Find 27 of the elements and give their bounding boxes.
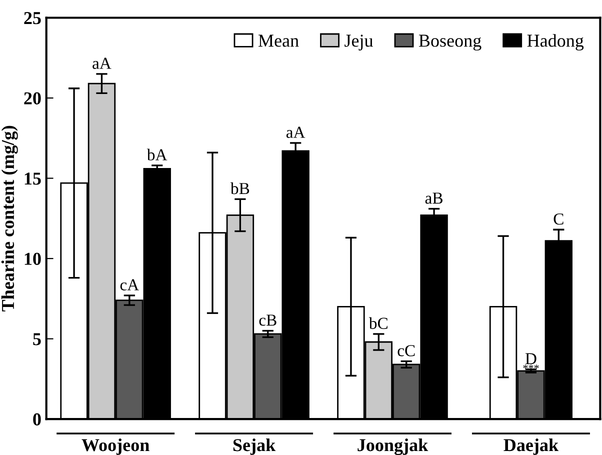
- data-label: aB: [425, 192, 442, 204]
- data-label: aA: [286, 126, 306, 138]
- y-tick-label: 5: [33, 333, 41, 346]
- data-label: cA: [120, 279, 140, 290]
- legend-label: Jeju: [344, 34, 373, 50]
- data-label: cC: [398, 345, 415, 356]
- x-tick-label: Joongjak: [358, 438, 428, 455]
- x-tick-label: Daejak: [504, 438, 559, 455]
- annotation: ***: [523, 364, 539, 369]
- data-label: bB: [230, 182, 250, 194]
- data-label: bC: [368, 317, 388, 329]
- y-tick-label: 25: [24, 12, 41, 24]
- x-tick-label: Woojeon: [82, 438, 150, 455]
- y-tick-label: 10: [24, 252, 41, 265]
- data-label: cB: [259, 314, 276, 326]
- data-label: C: [554, 213, 564, 225]
- data-label: bA: [146, 148, 168, 160]
- y-tick-label: 0: [33, 413, 41, 426]
- y-tick-label: 15: [24, 172, 41, 185]
- x-tick-label: Sejak: [233, 438, 276, 455]
- data-label: D: [525, 353, 536, 364]
- y-axis-title: Thearine content (mg/g): [1, 126, 18, 312]
- legend-label: Mean: [258, 34, 299, 47]
- legend-label: Hadong: [527, 34, 584, 51]
- data-label: aA: [92, 58, 112, 69]
- y-tick-label: 20: [24, 92, 41, 104]
- legend-label: Boseong: [418, 34, 482, 51]
